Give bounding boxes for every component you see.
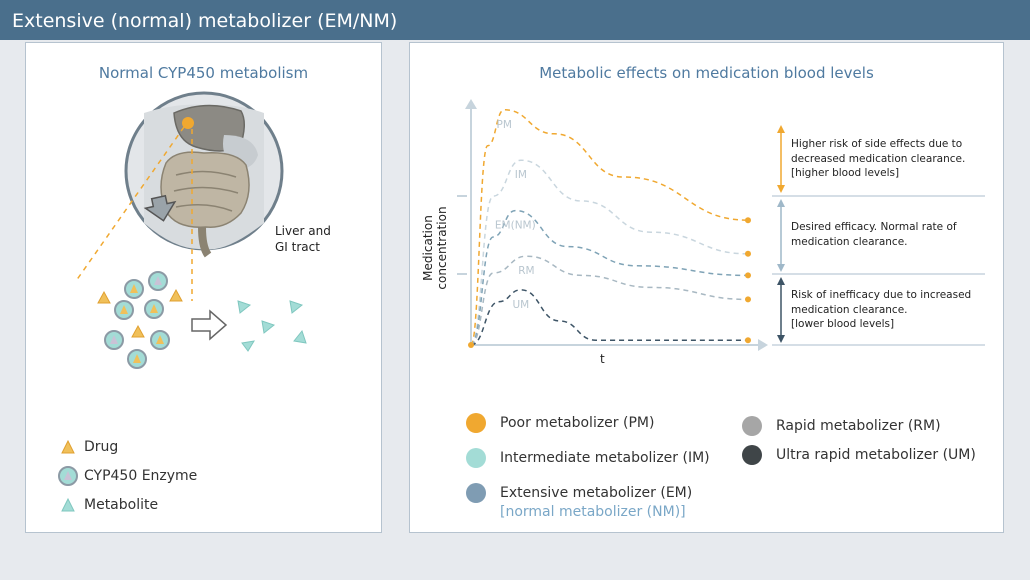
legend-enzyme: CYP450 Enzyme	[84, 468, 198, 484]
enzyme-cluster	[104, 271, 170, 369]
curve-end-point	[745, 250, 751, 257]
x-axis-label: t	[600, 352, 605, 366]
gi-tract-shape	[160, 151, 250, 228]
transform-arrow-icon	[191, 309, 228, 341]
right-panel-title: Metabolic effects on medication blood le…	[539, 64, 874, 82]
im-dot	[466, 448, 486, 468]
legend-em: Extensive metabolizer (EM)	[466, 483, 692, 503]
curve-end-point	[745, 217, 751, 224]
legend-um: Ultra rapid metabolizer (UM)	[742, 445, 976, 465]
curve-label: UM	[512, 299, 529, 311]
legend-metabolite: Metabolite	[84, 497, 159, 513]
drug-triangle-icon	[61, 439, 75, 454]
liver-hotspot	[182, 117, 194, 129]
note-normal: Desired efficacy. Normal rate of medicat…	[791, 221, 957, 248]
metabolite-triangle-icon	[61, 497, 75, 512]
y-axis-label: Medication concentration	[421, 206, 449, 290]
um-dot	[742, 445, 762, 465]
down-arrow-icon	[143, 194, 177, 222]
legend-im: Intermediate metabolizer (IM)	[466, 448, 710, 468]
curve-emnm	[470, 209, 749, 346]
left-panel: Normal CYP450 metabolism	[25, 42, 382, 533]
page-header: Extensive (normal) metabolizer (EM/NM)	[0, 0, 1030, 40]
metabolism-illustration	[58, 91, 307, 512]
em-dot	[466, 483, 486, 503]
curve-pm	[470, 109, 749, 346]
rm-dot	[742, 416, 762, 436]
right-panel: Metabolic effects on medication blood le…	[409, 42, 1004, 533]
drug-cluster	[97, 288, 183, 338]
legend-rm: Rapid metabolizer (RM)	[742, 416, 941, 436]
page-title: Extensive (normal) metabolizer (EM/NM)	[12, 10, 398, 32]
curve-label: PM	[497, 119, 512, 131]
origin-point	[468, 342, 474, 348]
curve-label: IM	[515, 169, 527, 181]
curve-label: RM	[518, 265, 534, 277]
curve-end-point	[745, 296, 751, 303]
pm-dot	[466, 413, 486, 433]
left-panel-title: Normal CYP450 metabolism	[98, 64, 309, 82]
curve-um	[470, 289, 748, 346]
curve-end-point	[745, 272, 751, 279]
curve-rm	[470, 255, 749, 346]
legend-drug: Drug	[84, 439, 119, 455]
legend-pm: Poor metabolizer (PM)	[466, 413, 654, 433]
note-low: Risk of inefficacy due to increased medi…	[791, 289, 972, 330]
legend-em-sub: [normal metabolizer (NM)]	[500, 504, 686, 520]
curve-label: EM(NM)	[495, 220, 536, 232]
organ-label: Liver and GI tract	[275, 224, 331, 254]
curve-im	[470, 159, 749, 346]
concentration-chart: PM IM EM(NM) RM UM	[457, 99, 985, 351]
curve-end-point	[745, 337, 751, 344]
note-high: Higher risk of side effects due to decre…	[791, 138, 966, 179]
metabolite-cluster	[237, 300, 307, 352]
